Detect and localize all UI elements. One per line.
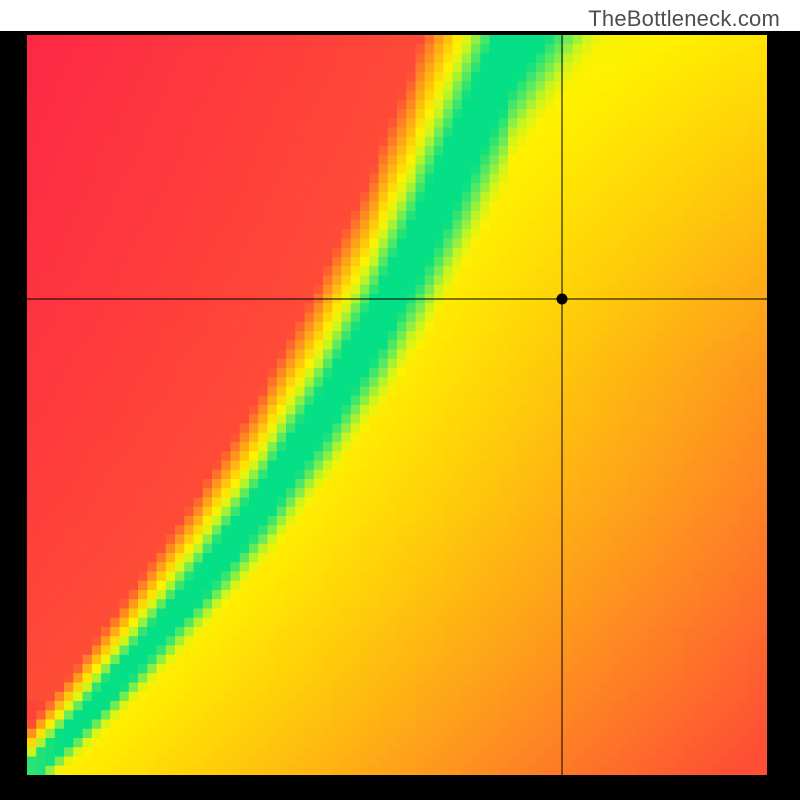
watermark-text: TheBottleneck.com (588, 6, 780, 32)
crosshair-marker (557, 294, 568, 305)
heatmap-svg (0, 0, 800, 800)
